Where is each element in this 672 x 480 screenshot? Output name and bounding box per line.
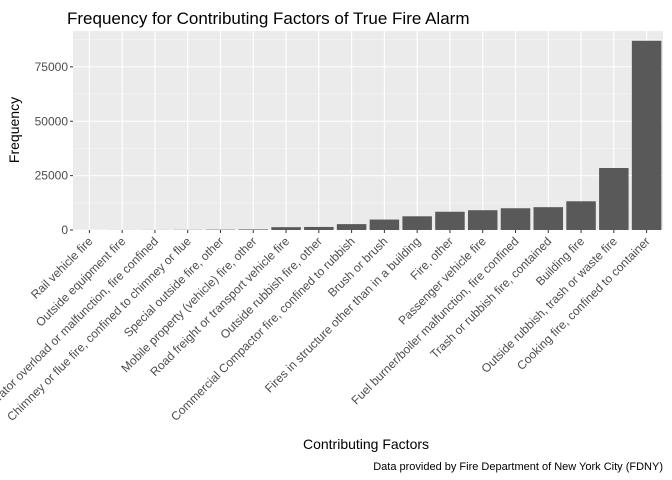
bar — [631, 40, 662, 231]
bar — [271, 227, 301, 230]
y-axis: 0 25000 50000 75000 — [35, 60, 73, 237]
bar — [533, 207, 564, 230]
gridlines — [73, 31, 663, 231]
bar — [402, 216, 432, 230]
bar — [500, 208, 531, 230]
y-axis-title: Frequency — [6, 97, 22, 163]
bars — [74, 40, 662, 231]
bar — [238, 229, 269, 230]
bar — [304, 226, 334, 230]
plot-panel — [73, 31, 663, 230]
bar — [467, 210, 498, 230]
x-axis-title: Contributing Factors — [303, 436, 429, 452]
bar — [336, 224, 367, 230]
y-tick-label: 0 — [61, 223, 68, 237]
panel-background — [73, 31, 663, 230]
bar — [369, 219, 400, 230]
y-tick-label: 50000 — [35, 114, 69, 128]
bar — [435, 211, 465, 230]
bar — [599, 168, 629, 230]
caption: Data provided by Fire Department of New … — [373, 461, 663, 473]
y-tick-label: 25000 — [35, 169, 69, 183]
chart-title: Frequency for Contributing Factors of Tr… — [67, 9, 470, 28]
y-tick-label: 75000 — [35, 60, 69, 74]
bar — [566, 201, 596, 230]
